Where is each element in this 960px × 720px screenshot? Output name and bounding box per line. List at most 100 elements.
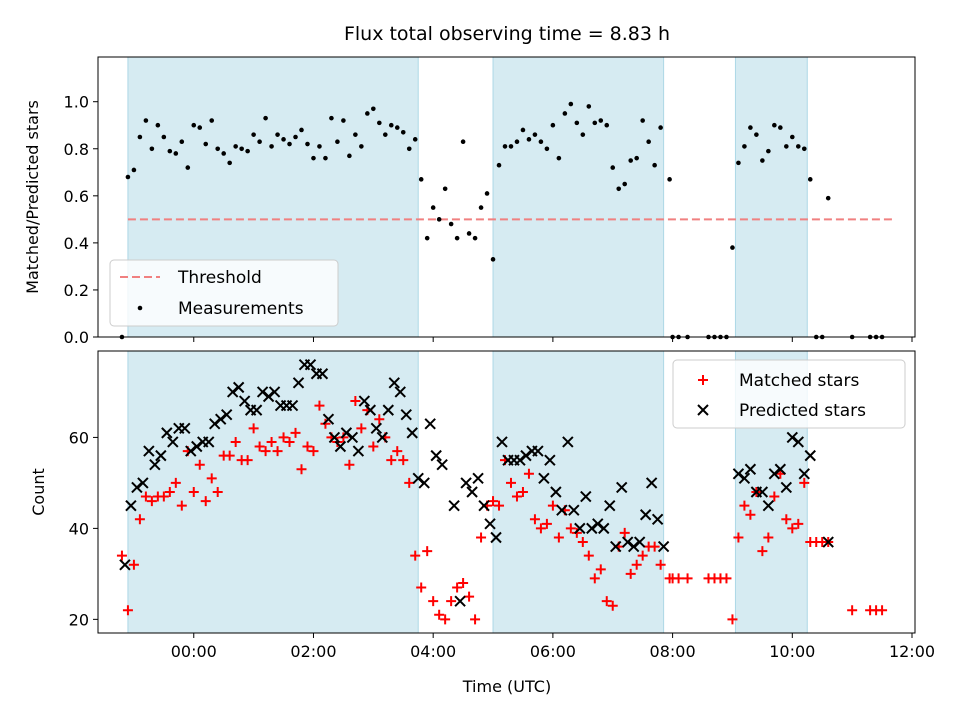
measurement-point [412, 137, 418, 142]
measurement-point [347, 153, 352, 159]
matched-point [284, 436, 295, 447]
matched-point [338, 432, 349, 443]
measurement-point [526, 137, 532, 142]
matched-point [589, 573, 600, 584]
predicted-point [143, 445, 155, 457]
predicted-point [768, 468, 781, 480]
matched-point [727, 614, 738, 625]
matched-point [146, 496, 157, 507]
observing-window-0 [127, 350, 419, 634]
predicted-point [621, 536, 634, 548]
predicted-point [370, 422, 383, 435]
y-tick-label: 0.2 [64, 281, 89, 300]
predicted-point [226, 386, 239, 398]
predicted-point [744, 463, 757, 475]
measurement-point [269, 144, 274, 149]
measurement-point [801, 146, 807, 152]
measurement-point [592, 120, 598, 126]
y-tick-label: 0.4 [64, 234, 89, 253]
measurement-point [478, 205, 484, 210]
measurement-point [667, 177, 672, 182]
predicted-point [780, 481, 793, 494]
predicted-point [478, 499, 490, 512]
predicted-point [762, 499, 775, 512]
y-tick-label: 0.8 [64, 140, 89, 159]
measurement-point [239, 146, 244, 152]
predicted-point [651, 513, 664, 525]
chart-title: Flux total observing time = 8.83 h [344, 23, 670, 45]
measurement-point [466, 231, 472, 236]
measurement-point [299, 127, 304, 133]
predicted-point [645, 477, 658, 489]
predicted-point [382, 404, 394, 416]
matched-point [428, 596, 439, 607]
matched-point [757, 546, 768, 557]
measurement-point [754, 132, 759, 137]
matched-point [266, 436, 277, 447]
predicted-point [532, 445, 544, 457]
measurement-point [622, 181, 628, 187]
measurement-point [418, 177, 424, 182]
legend-label-threshold: Threshold [177, 268, 262, 288]
measurement-point [143, 118, 149, 123]
predicted-point [185, 445, 197, 457]
y-tick-label: 40 [69, 519, 89, 538]
measurement-point [616, 186, 622, 192]
predicted-point [232, 381, 245, 394]
matched-point [248, 423, 259, 434]
measurement-point [604, 122, 610, 128]
matched-point [422, 546, 433, 557]
predicted-point [238, 395, 251, 407]
matched-point [488, 496, 499, 507]
predicted-point [454, 595, 466, 607]
measurement-point [556, 155, 562, 161]
plot-frame [97, 350, 916, 634]
x-tick-label: 00:00 [171, 642, 217, 661]
predicted-point [586, 522, 598, 535]
predicted-point [209, 418, 221, 430]
legend-measurement-swatch [137, 305, 143, 311]
matched-point [625, 568, 636, 579]
matched-point [302, 441, 313, 452]
measurement-point [646, 139, 651, 145]
matched-point [733, 532, 744, 543]
predicted-point [167, 436, 179, 448]
matched-point [410, 550, 421, 561]
matched-point [122, 605, 133, 616]
predicted-point [556, 504, 568, 516]
y-axis-label-bottom: Count [29, 468, 48, 516]
predicted-point [220, 408, 233, 421]
measurement-point [317, 144, 322, 149]
measurement-point [215, 146, 221, 152]
predicted-point [179, 422, 191, 435]
measurement-point [388, 122, 394, 128]
measurement-point [203, 141, 209, 147]
measurement-point [173, 151, 179, 156]
predicted-point [412, 472, 424, 485]
legend-box [672, 359, 906, 429]
measurement-point [460, 139, 466, 145]
matched-point [128, 559, 139, 570]
y-tick-label: 0.6 [64, 187, 89, 206]
predicted-point [616, 481, 628, 494]
measurement-point [562, 111, 568, 116]
predicted-point [376, 431, 389, 444]
measurement-point [610, 165, 616, 170]
matched-point [296, 464, 307, 475]
matched-point [356, 423, 367, 434]
matched-point [583, 550, 594, 561]
matched-point [260, 446, 271, 457]
measurement-point [275, 132, 280, 137]
legend-predicted-swatch [697, 404, 709, 416]
matched-point [176, 500, 187, 511]
predicted-point [472, 472, 484, 485]
x-tick-label: 12:00 [889, 642, 935, 661]
matched-point [494, 500, 505, 511]
measurement-point [179, 139, 185, 145]
matched-point [458, 577, 469, 588]
matched-point [649, 541, 660, 552]
predicted-point [214, 413, 227, 425]
measurement-point [730, 245, 735, 250]
matched-point [517, 487, 528, 497]
